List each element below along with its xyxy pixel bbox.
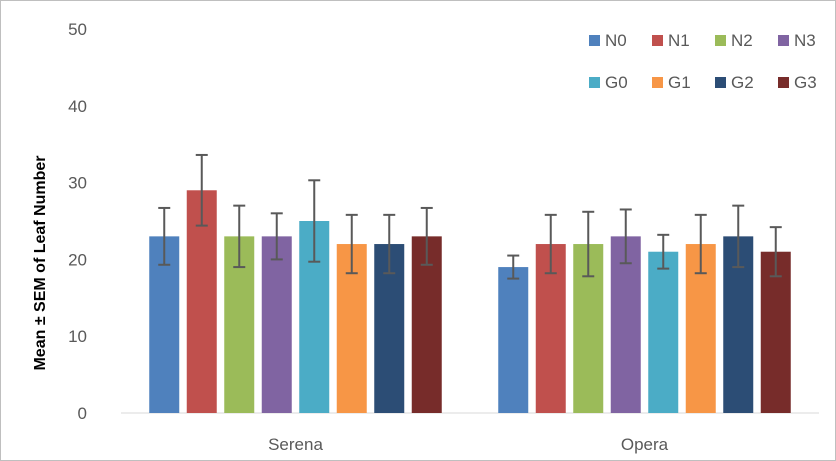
- bar-n0-serena: [149, 236, 180, 413]
- error-bar-g2-opera: [732, 204, 745, 269]
- legend-swatch: [589, 77, 600, 88]
- legend-item-g1: G1: [652, 73, 691, 92]
- legend-swatch: [652, 35, 663, 46]
- y-tick-label: 50: [68, 20, 87, 39]
- legend: N0 N1 N2 N3 G0 G1 G2 G3: [589, 31, 817, 92]
- bar-n1-serena: [186, 190, 217, 413]
- y-tick-label: 20: [68, 250, 87, 269]
- legend-swatch: [715, 77, 726, 88]
- error-bar-n3-opera: [619, 208, 632, 265]
- legend-item-n1: N1: [652, 31, 690, 50]
- y-axis-title: Mean ± SEM of Leaf Number: [32, 155, 49, 370]
- legend-item-n2: N2: [715, 31, 753, 50]
- legend-item-g3: G3: [778, 73, 817, 92]
- legend-label: G3: [794, 73, 817, 92]
- y-tick-label: 10: [68, 327, 87, 346]
- error-bar-n2-opera: [582, 210, 595, 278]
- legend-label: G1: [668, 73, 691, 92]
- y-tick-label: 30: [68, 174, 87, 193]
- legend-swatch: [778, 77, 789, 88]
- x-axis: Serena Opera: [121, 412, 819, 454]
- y-tick-label: 40: [68, 97, 87, 116]
- legend-label: G2: [731, 73, 754, 92]
- error-bar-g1-opera: [694, 213, 707, 275]
- legend-label: N2: [731, 31, 753, 50]
- legend-swatch: [589, 35, 600, 46]
- legend-item-n0: N0: [589, 31, 627, 50]
- error-bar-n3-serena: [270, 212, 283, 261]
- bar-series-group: [149, 153, 791, 413]
- x-category-label: Opera: [621, 435, 669, 454]
- error-bar-n1-serena: [195, 153, 208, 227]
- error-bar-g3-opera: [769, 226, 782, 278]
- bar-n3-opera: [610, 236, 641, 413]
- bar-g3-serena: [411, 236, 442, 413]
- bar-g3-opera: [760, 251, 791, 413]
- y-axis: 0 10 20 30 40 50: [68, 20, 87, 423]
- error-bar-n1-opera: [544, 213, 557, 275]
- legend-item-n3: N3: [778, 31, 816, 50]
- legend-item-g2: G2: [715, 73, 754, 92]
- legend-swatch: [652, 77, 663, 88]
- y-tick-label: 0: [78, 404, 87, 423]
- bar-g0-opera: [648, 251, 679, 413]
- x-category-label: Serena: [268, 435, 323, 454]
- legend-swatch: [778, 35, 789, 46]
- error-bar-g0-opera: [657, 233, 670, 270]
- legend-swatch: [715, 35, 726, 46]
- legend-label: G0: [605, 73, 628, 92]
- legend-item-g0: G0: [589, 73, 628, 92]
- legend-label: N1: [668, 31, 690, 50]
- error-bar-g0-serena: [308, 179, 321, 263]
- legend-label: N0: [605, 31, 627, 50]
- error-bar-n2-serena: [233, 204, 246, 269]
- bar-n3-serena: [261, 236, 292, 413]
- bar-n0-opera: [498, 267, 529, 413]
- error-bar-n0-opera: [507, 254, 520, 280]
- error-bar-g3-serena: [420, 206, 433, 266]
- error-bar-g2-serena: [383, 213, 396, 275]
- error-bar-n0-serena: [158, 206, 171, 266]
- error-bar-g1-serena: [345, 213, 358, 275]
- legend-label: N3: [794, 31, 816, 50]
